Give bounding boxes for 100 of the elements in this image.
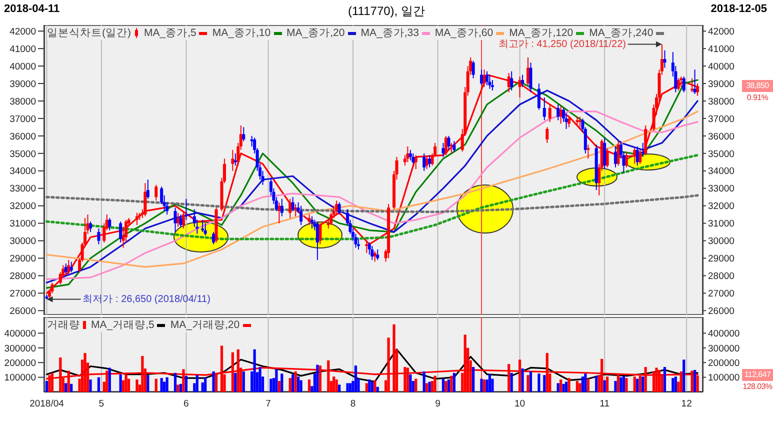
bar <box>300 380 302 392</box>
bar <box>308 380 311 392</box>
bar <box>70 384 73 392</box>
y-tick-label: 33000 <box>10 184 36 195</box>
candlestick <box>450 142 453 154</box>
annotation: 최저가 : 26,650 (2018/04/11) <box>82 293 210 306</box>
bar <box>348 383 352 392</box>
y2-tick-label: 200000 <box>708 358 740 369</box>
bar <box>526 375 530 392</box>
y-tick-label: 100000 <box>4 372 36 384</box>
bar <box>160 378 163 392</box>
text: 2018-12-05 <box>710 3 767 15</box>
x-tick-label: 10 <box>514 398 526 410</box>
bar <box>166 377 168 392</box>
y-tick-label: 34000 <box>10 166 36 178</box>
candlestick <box>144 182 147 217</box>
legend-label: MA_종가,33 <box>360 26 419 40</box>
bar <box>434 376 436 392</box>
candlestick <box>300 205 303 226</box>
bar <box>672 378 674 392</box>
candlestick <box>556 104 560 121</box>
candlestick <box>308 214 311 226</box>
candlestick <box>406 146 410 163</box>
y-tick-label: 38000 <box>10 96 36 108</box>
bar <box>538 374 540 392</box>
x-tick-label: 7 <box>266 398 271 410</box>
y2-tick-label: 40000 <box>708 61 734 72</box>
bar <box>365 383 368 392</box>
y2-tick-label: 37000 <box>708 114 734 125</box>
line-series <box>46 348 698 383</box>
bar <box>452 372 456 392</box>
bar <box>578 383 582 392</box>
candlestick <box>444 135 448 156</box>
candlestick <box>521 74 524 88</box>
candlestick <box>428 154 432 168</box>
y-tick-label: 40000 <box>10 61 36 72</box>
y2-tick-label: 30000 <box>708 236 734 248</box>
bar <box>258 367 262 392</box>
bar <box>234 372 237 392</box>
candlestick <box>184 198 188 220</box>
legend-label: MA_종가,120 <box>509 26 574 40</box>
candlestick <box>64 262 68 274</box>
y-tick-label: 35000 <box>10 148 36 160</box>
bar <box>625 378 628 392</box>
bar <box>354 366 358 392</box>
bar <box>480 378 483 392</box>
candlestick <box>676 78 680 92</box>
candlestick <box>616 140 620 166</box>
candlestick <box>135 212 138 226</box>
x-tick-label: 12 <box>681 398 692 410</box>
bar <box>179 384 182 392</box>
y2-tick-label: 32000 <box>708 201 734 212</box>
bar <box>288 378 292 392</box>
bar <box>316 364 319 392</box>
legend-label: 거래량 <box>47 318 80 332</box>
candlestick <box>606 148 609 168</box>
candlestick <box>280 198 284 217</box>
y-tick-label: 37000 <box>10 114 36 125</box>
bar <box>409 374 412 392</box>
bar <box>560 380 562 392</box>
y2-tick-label: 39000 <box>708 78 734 90</box>
bar <box>510 372 513 392</box>
candlestick <box>97 228 100 245</box>
candlestick <box>586 144 590 160</box>
bar <box>146 375 150 392</box>
bar <box>663 367 666 392</box>
y-tick-label: 26000 <box>10 306 36 318</box>
candlestick <box>146 179 150 200</box>
candlestick <box>488 74 492 90</box>
y-tick-label: 42000 <box>10 26 36 38</box>
bar <box>119 374 122 392</box>
y2-tick-label: 34000 <box>708 166 734 178</box>
bar <box>374 380 376 392</box>
bar <box>64 383 68 392</box>
bar <box>543 375 546 392</box>
candlestick <box>316 221 319 260</box>
y2-tick-label: 42000 <box>708 26 734 38</box>
bar <box>428 382 431 392</box>
bar <box>568 378 570 392</box>
x-tick-label: 6 <box>184 398 189 410</box>
legend-label: 일본식차트(일간) <box>47 26 131 40</box>
bar <box>426 383 428 392</box>
y-tick-label: 28000 <box>10 271 36 282</box>
bar <box>529 371 532 392</box>
bar <box>414 378 418 392</box>
text: 112,647 <box>742 369 773 382</box>
candlestick <box>338 202 341 216</box>
y2-tick-label: 31000 <box>708 218 734 230</box>
candlestick <box>335 200 338 216</box>
candlestick <box>154 184 158 202</box>
text: 2018-04-11 <box>4 3 60 15</box>
legend-label: MA_종가,240 <box>589 26 654 40</box>
bar <box>174 372 177 392</box>
text: 0.91% <box>746 93 770 102</box>
candlestick <box>288 198 292 219</box>
candlestick <box>624 151 628 168</box>
bar <box>204 377 207 392</box>
x-tick-label: 5 <box>98 398 104 410</box>
bar <box>89 380 92 392</box>
bar <box>584 374 587 392</box>
